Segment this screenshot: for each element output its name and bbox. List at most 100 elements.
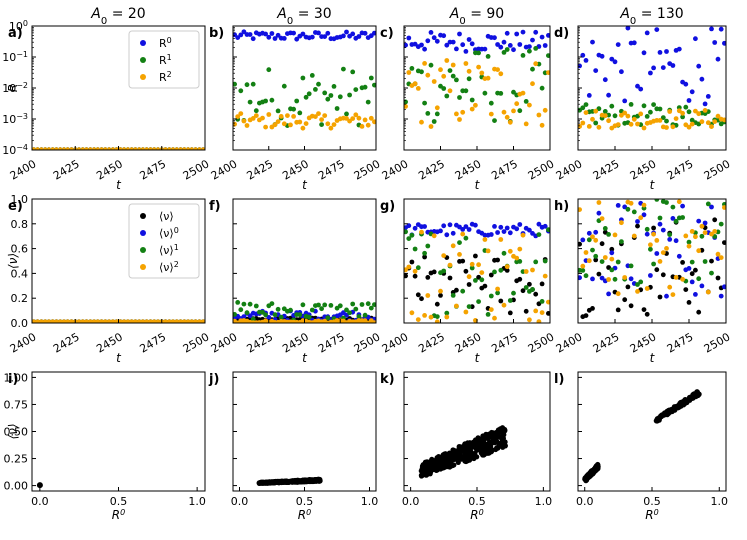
data-point (533, 291, 539, 297)
data-point (190, 147, 194, 150)
data-point (309, 307, 315, 313)
data-point (644, 114, 650, 119)
plot-area-a (32, 147, 205, 150)
data-point (523, 285, 529, 290)
data-point (619, 220, 624, 226)
data-point (300, 302, 306, 308)
data-point (372, 119, 376, 125)
data-point (291, 114, 296, 119)
data-point (250, 316, 256, 322)
x-tick-label: 2475 (665, 157, 696, 182)
data-point (422, 100, 427, 106)
y-tick-label: 1.0 (11, 193, 29, 206)
data-point (722, 284, 726, 290)
data-point (644, 30, 650, 36)
panel-letter: e) (8, 199, 23, 214)
x-tick-label: 0.5 (468, 495, 486, 508)
data-point (628, 121, 634, 127)
data-point (110, 319, 116, 323)
data-point (485, 248, 491, 254)
data-point (495, 290, 500, 296)
data-point (266, 112, 272, 117)
data-point (233, 312, 237, 317)
data-point (429, 456, 435, 462)
data-point (670, 124, 676, 130)
data-point (498, 91, 504, 96)
data-point (460, 288, 466, 294)
data-point (415, 86, 421, 91)
data-point (693, 234, 698, 240)
data-point (504, 30, 510, 36)
data-point (409, 310, 415, 316)
data-point (606, 232, 611, 237)
data-point (536, 319, 542, 323)
data-point (39, 147, 44, 150)
plot-area-f (233, 300, 376, 323)
axes-frame (31, 371, 206, 492)
data-point (244, 310, 250, 316)
data-point (511, 290, 516, 296)
data-point (469, 106, 475, 112)
data-point (469, 265, 475, 271)
data-point (699, 76, 705, 82)
data-point (450, 456, 456, 462)
data-point (718, 255, 724, 260)
data-point (406, 35, 412, 41)
data-point (303, 121, 309, 126)
data-point (313, 114, 318, 119)
data-point (596, 271, 602, 277)
legend-entry: R0 (159, 36, 172, 51)
plot-area-b (233, 29, 376, 131)
data-point (599, 53, 605, 59)
data-point (709, 270, 714, 276)
data-point (536, 221, 542, 227)
data-point (136, 319, 142, 323)
legend-entry: ⟨ν⟩ (159, 210, 174, 223)
data-point (356, 34, 362, 39)
panel-title: A0 = 20 (90, 6, 145, 27)
data-point (241, 314, 247, 319)
data-point (483, 449, 489, 455)
data-point (546, 311, 550, 316)
data-point (615, 307, 621, 313)
data-point (276, 480, 282, 486)
data-point (657, 50, 663, 55)
data-point (425, 275, 431, 280)
data-point (233, 121, 237, 127)
data-point (689, 259, 695, 265)
data-point (359, 124, 365, 129)
data-point (300, 125, 306, 131)
data-point (163, 147, 168, 150)
data-point (322, 34, 328, 39)
data-point (590, 247, 595, 253)
data-point (201, 147, 205, 150)
data-point (263, 31, 268, 37)
data-point (454, 46, 459, 52)
data-point (457, 31, 462, 37)
panel-title: A0 = 130 (619, 6, 683, 27)
data-point (715, 251, 721, 257)
data-point (422, 46, 427, 52)
data-point (602, 113, 608, 119)
x-tick-label: 2475 (665, 330, 696, 355)
data-point (533, 29, 539, 35)
data-point (454, 111, 459, 117)
x-tick-label: 2400 (554, 330, 585, 355)
data-point (463, 88, 469, 94)
data-point (546, 53, 550, 58)
data-point (495, 67, 500, 72)
data-point (586, 124, 592, 129)
data-point (434, 314, 440, 319)
data-point (612, 276, 618, 282)
data-point (404, 99, 408, 105)
data-point (466, 282, 472, 287)
data-point (334, 106, 340, 111)
data-point (586, 237, 592, 243)
data-point (470, 455, 476, 461)
data-point (316, 81, 321, 87)
data-point (657, 221, 663, 227)
data-point (463, 268, 469, 274)
data-point (593, 237, 599, 243)
